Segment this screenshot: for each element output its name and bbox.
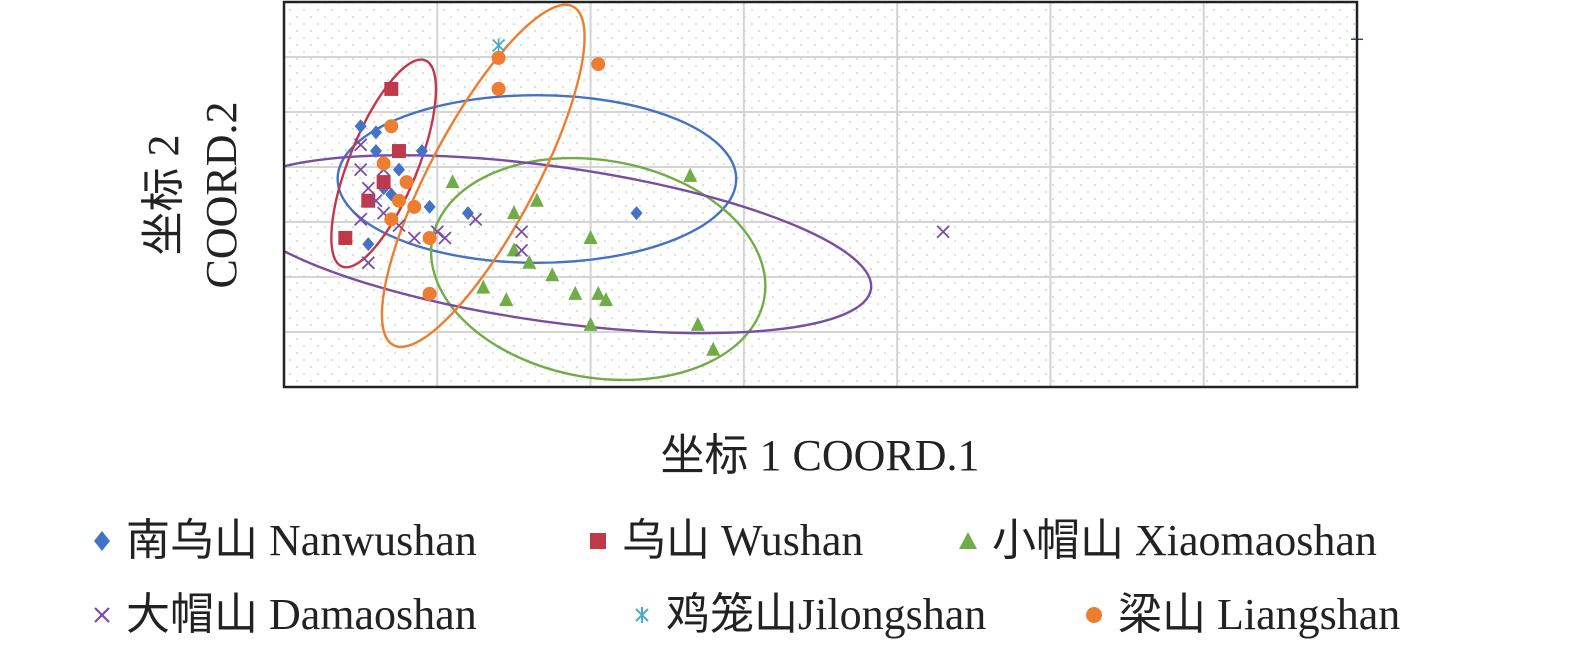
triangle-marker-icon — [959, 532, 977, 549]
legend-label: 乌山 Wushan — [622, 516, 864, 565]
plot-border — [282, 0, 1359, 389]
legend-item-liangshan: 梁山 Liangshan — [1076, 587, 1400, 643]
point-series-2-9 — [568, 285, 583, 300]
point-series-5-0 — [491, 50, 506, 65]
legend-item-wushan: 乌山 Wushan — [580, 513, 863, 569]
point-series-2-13 — [591, 285, 606, 300]
y-axis-title-line2: COORD.2 — [197, 101, 246, 288]
point-series-5-4 — [376, 156, 391, 171]
square-marker-icon — [590, 533, 606, 549]
point-series-0-2 — [369, 125, 382, 140]
point-series-3-9 — [361, 256, 375, 270]
point-series-1-3 — [361, 193, 376, 208]
point-series-3-14 — [354, 212, 368, 226]
legend-item-damaoshan: 大帽山 Damaoshan — [84, 587, 477, 643]
point-series-0-7 — [415, 144, 428, 159]
point-series-2-5 — [506, 242, 521, 257]
legend-label: 鸡笼山Jilongshan — [666, 590, 987, 639]
confidence-ellipses — [284, 3, 873, 382]
point-series-0-1 — [362, 237, 375, 252]
point-series-5-8 — [407, 199, 422, 214]
point-series-2-15 — [598, 292, 613, 307]
point-series-2-4 — [583, 229, 598, 244]
point-series-5-5 — [399, 175, 414, 190]
x-marker-icon — [94, 607, 110, 623]
legend-item-xiaomaoshan: 小帽山 Xiaomaoshan — [950, 513, 1377, 569]
point-series-2-8 — [499, 292, 514, 307]
point-series-2-0 — [445, 174, 460, 189]
legend-label: 大帽山 Damaoshan — [126, 590, 477, 639]
point-series-3-5 — [407, 231, 421, 245]
point-series-0-10 — [630, 206, 643, 221]
point-series-3-11 — [354, 138, 368, 152]
point-series-2-3 — [683, 167, 698, 182]
ellipse-series-5 — [380, 3, 586, 349]
point-series-2-2 — [529, 192, 544, 207]
point-series-0-0 — [354, 119, 367, 134]
point-series-5-7 — [384, 212, 399, 227]
x-axis-title: 坐标 1 COORD.1 — [660, 431, 979, 480]
point-series-5-3 — [384, 119, 399, 134]
point-series-2-7 — [545, 267, 560, 282]
ellipse-series-0 — [336, 93, 738, 265]
point-series-3-1 — [361, 181, 375, 195]
point-series-5-9 — [422, 230, 437, 245]
point-series-1-1 — [391, 144, 406, 159]
y-axis-title-line1: 坐标 2 — [139, 135, 188, 256]
data-points — [338, 33, 1363, 356]
ellipse-series-1 — [330, 58, 438, 269]
point-series-2-12 — [706, 341, 721, 356]
diamond-marker-icon — [94, 531, 110, 551]
point-series-3-7 — [514, 243, 529, 258]
point-series-4-0 — [491, 38, 506, 53]
legend-label: 小帽山 Xiaomaoshan — [992, 516, 1377, 565]
point-series-3-15 — [936, 225, 950, 239]
plot-area — [284, 2, 1357, 387]
point-series-2-10 — [690, 316, 705, 331]
point-series-5-6 — [391, 193, 406, 208]
ellipse-series-3 — [284, 154, 873, 335]
gridlines — [284, 2, 1357, 387]
point-series-1-0 — [384, 81, 399, 96]
point-series-1-4 — [338, 230, 353, 245]
point-series-1-2 — [376, 175, 391, 190]
point-series-0-3 — [369, 144, 382, 159]
legend-label: 梁山 Liangshan — [1118, 590, 1401, 639]
circle-marker-icon — [1086, 607, 1102, 623]
point-series-3-2 — [369, 194, 383, 208]
point-series-3-6 — [468, 212, 483, 226]
point-series-5-2 — [491, 81, 506, 96]
point-series-5-10 — [422, 286, 437, 301]
scatter-chart: 坐标 1 COORD.1 坐标 2 COORD.2 — [139, 0, 1363, 480]
point-series-3-13 — [438, 231, 452, 245]
point-series-2-14 — [476, 279, 491, 294]
point-series-3-8 — [514, 225, 529, 239]
point-series-0-9 — [461, 206, 474, 221]
legend-row-1: 南乌山 Nanwushan 乌山 Wushan 小帽山 Xiaomaoshan — [0, 513, 1575, 569]
legend-row-2: 大帽山 Damaoshan 鸡笼山Jilongshan 梁山 Liangshan — [0, 587, 1575, 643]
point-series-0-8 — [423, 199, 436, 214]
legend-item-nanwushan: 南乌山 Nanwushan — [84, 513, 477, 569]
point-series-0-6 — [392, 162, 405, 177]
point-series-3-0 — [354, 163, 368, 177]
point-series-2-11 — [583, 316, 598, 331]
point-series-5-1 — [591, 57, 606, 72]
legend-label: 南乌山 Nanwushan — [126, 516, 477, 565]
point-series-2-6 — [522, 254, 537, 269]
asterisk-marker-icon — [635, 607, 649, 623]
point-series-2-1 — [506, 205, 521, 220]
legend-item-jilongshan: 鸡笼山Jilongshan — [624, 587, 986, 643]
